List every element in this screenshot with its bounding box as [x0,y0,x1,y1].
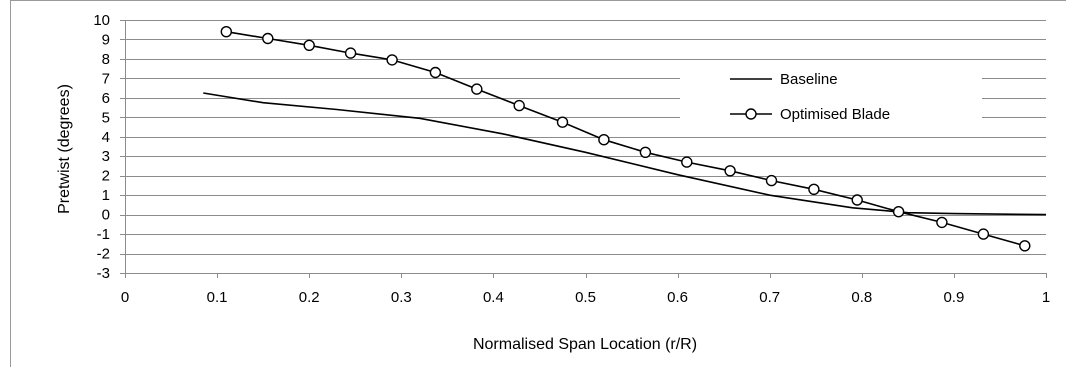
x-tick-label: 0.1 [207,289,228,306]
x-tick-label: 0.4 [483,289,504,306]
data-point-optimised-blade [220,26,233,38]
data-point-optimised-blade [556,116,569,128]
legend-label-optimised-blade: Optimised Blade [780,106,890,123]
y-tick-label: 5 [102,109,110,126]
x-tick-label: 0.2 [299,289,320,306]
axes [120,20,1047,278]
y-tick-label: -1 [97,226,110,243]
y-tick-label: 2 [102,168,110,185]
data-point-optimised-blade [344,47,357,59]
data-point-optimised-blade [513,99,525,112]
x-tick-label: 0.7 [759,289,780,306]
data-point-optimised-blade [892,205,905,218]
y-tick-label: -3 [97,265,110,282]
x-tick-label: 0.6 [667,289,688,306]
data-point-optimised-blade [303,39,315,51]
y-tick-label: 7 [102,70,110,87]
y-tick-label: 10 [93,12,110,29]
data-point-optimised-blade [1019,240,1031,252]
y-tick-label: 0 [102,207,110,224]
x-tick-label: 0.8 [851,289,872,306]
data-point-optimised-blade [808,183,820,196]
data-point-optimised-blade [262,32,274,45]
legend-marker-optimised-blade [745,108,757,120]
y-axis-label: Pretwist (degrees) [56,84,73,214]
y-tick-label: 1 [102,187,110,204]
data-point-optimised-blade [386,54,398,66]
series-layer [203,26,1047,252]
data-point-optimised-blade [598,133,610,146]
y-tick-label: 6 [102,90,110,107]
data-point-optimised-blade [639,146,652,159]
x-tick-label: 0.5 [575,289,596,306]
data-point-optimised-blade [724,165,736,177]
gridlines [125,20,1046,274]
data-point-optimised-blade [765,174,778,187]
data-point-optimised-blade [681,156,693,168]
y-tick-label: 4 [102,129,110,146]
x-tick-label: 0 [121,289,129,306]
data-point-optimised-blade [429,66,442,79]
data-point-optimised-blade [851,194,863,206]
data-point-optimised-blade [977,228,990,240]
legend-label-baseline: Baseline [780,71,838,88]
tick-labels: -3 -2 -1 0 1 2 3 4 5 6 7 8 9 10 0 0.1 0.2 0.3 0.4 0.5 0.6 0.7… [93,12,1050,306]
series-line-optimised-blade [226,30,1026,247]
y-tick-label: -2 [97,246,110,263]
series-line-baseline [203,92,1047,216]
x-tick-label: 1 [1042,289,1050,306]
x-tick-label: 0.9 [943,289,964,306]
y-tick-label: 9 [102,31,110,48]
data-point-optimised-blade [936,216,948,229]
data-point-optimised-blade [471,83,483,95]
x-axis-label: Normalised Span Location (r/R) [473,336,697,353]
x-tick-label: 0.3 [391,289,412,306]
y-tick-label: 8 [102,51,110,68]
y-tick-label: 3 [102,148,110,165]
legend: Baseline Optimised Blade [730,71,890,123]
